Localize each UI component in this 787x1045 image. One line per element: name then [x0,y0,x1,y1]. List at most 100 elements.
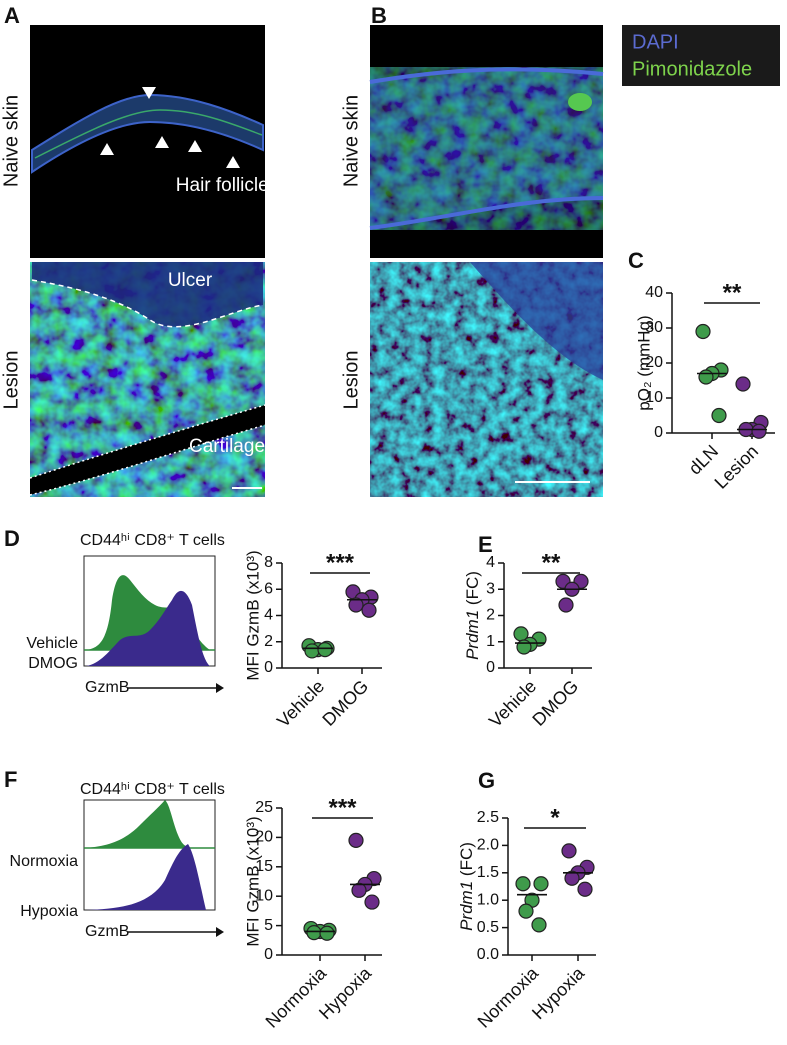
data-point [698,369,714,385]
x-tick-label: DMOG [318,676,372,730]
y-axis-label: Prdm1 (FC) [457,842,476,931]
y-tick-label: 40 [645,284,663,301]
significance-label: ** [542,549,561,576]
y-tick-label: 10 [645,389,663,406]
image-annotation: Hair follicles [176,175,278,196]
data-point [711,407,727,424]
row-label: Lesion [340,351,362,410]
panel-letter: B [371,3,387,28]
row-label: Naive skin [340,95,362,187]
y-tick-label: 20 [645,354,663,371]
row-label: Naive skin [0,95,22,187]
y-tick-label: 2 [486,607,495,624]
data-point [348,597,364,613]
x-tick-label: Normoxia [474,962,543,1031]
data-point [351,882,367,898]
y-tick-label: 1 [486,633,495,650]
y-tick-label: 0 [264,946,273,963]
data-point [348,832,364,848]
significance-label: ** [723,279,742,306]
data-point [735,376,751,392]
y-tick-label: 25 [255,799,273,816]
x-tick-label: DMOG [528,676,582,730]
y-tick-label: 30 [645,319,663,336]
data-point [516,639,532,655]
y-tick-label: 4 [264,607,273,624]
data-point [533,876,549,892]
data-point [558,597,574,613]
data-point [361,602,377,618]
y-tick-label: 5 [264,917,273,934]
y-axis-label: MFI GzmB (x10³) [243,550,262,680]
panel-letter: E [478,532,493,557]
y-axis-label-gene: Prdm1 [457,881,476,931]
x-tick-label: Hypoxia [528,962,589,1023]
flow-title: CD44ʰⁱ CD8⁺ T cells [80,781,225,798]
flow-title: CD44ʰⁱ CD8⁺ T cells [80,532,225,549]
y-tick-label: 6 [264,580,273,597]
legend-label: DAPI [632,31,679,53]
x-tick-label: Vehicle [485,676,540,731]
y-axis-label: MFI GzmB (x10³) [243,816,262,946]
row-label: Lesion [0,351,22,410]
y-tick-label: 8 [264,554,273,571]
flow-label: Vehicle [26,635,78,652]
y-tick-label: 2.5 [477,809,499,826]
y-tick-label: 15 [255,858,273,875]
legend-label: Pimonidazole [632,58,752,80]
y-axis-label-unit: (FC) [457,842,476,876]
y-tick-label: 0 [264,659,273,676]
data-point [531,917,547,933]
y-tick-label: 0.0 [477,946,499,963]
flow-xlabel: GzmB [85,679,129,696]
panel-letter: C [628,248,644,273]
y-axis-label: pO₂ (mmHg) [634,315,653,410]
y-tick-label: 20 [255,829,273,846]
panel-letter: A [4,3,20,28]
y-axis-label-unit: (FC) [463,571,482,605]
x-tick-label: Lesion [711,441,763,493]
data-point [561,843,577,859]
data-point [518,903,534,919]
y-tick-label: 4 [486,554,495,571]
data-point [695,323,711,340]
legend-box [622,25,780,86]
flow-histogram-f [83,799,216,911]
flow-label: Hypoxia [20,903,78,920]
y-tick-label: 2.0 [477,837,499,854]
flow-label: DMOG [28,655,78,672]
data-point [319,925,335,941]
y-tick-label: 1.0 [477,891,499,908]
image-annotation: Ulcer [168,270,213,291]
panel-letter: D [4,526,20,551]
image-annotation: Cartilage [189,436,265,457]
y-tick-label: 0 [486,659,495,676]
data-point [364,894,380,910]
y-tick-label: 2 [264,633,273,650]
micrograph-a: Hair follicles Ulcer Cartilage [29,25,278,497]
data-point [306,925,322,941]
micrograph-b [369,25,604,497]
data-point [577,881,593,897]
panel-letter: G [478,768,495,793]
y-axis-label-gene: Prdm1 [463,610,482,660]
y-tick-label: 0.5 [477,919,499,936]
significance-label: * [550,804,560,831]
data-point [304,643,320,659]
significance-label: *** [326,549,355,576]
x-tick-label: Normoxia [262,962,331,1031]
data-point [751,423,767,439]
y-tick-label: 0 [654,424,663,441]
data-point [564,870,580,886]
y-tick-label: 10 [255,887,273,904]
data-point [515,876,531,892]
significance-label: *** [328,794,357,821]
y-tick-label: 1.5 [477,864,499,881]
data-point [317,642,333,658]
y-axis-label: Prdm1 (FC) [463,571,482,660]
flow-xlabel: GzmB [85,923,129,940]
flow-histogram-d [83,555,216,667]
x-tick-label: Vehicle [273,676,328,731]
